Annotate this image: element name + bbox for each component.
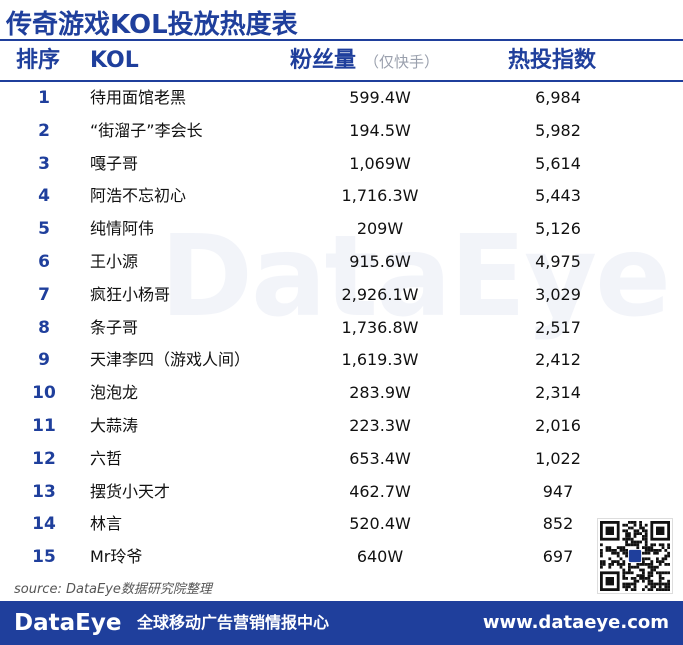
hot-index-cell: 5,614 [535,153,581,173]
table-row: 14 林言 520.4W 852 [0,508,683,541]
table-row: 2 “街溜子”李会长 194.5W 5,982 [0,115,683,148]
hot-index-cell: 2,412 [535,350,581,370]
rank-cell: 1 [38,88,50,108]
table-row: 4 阿浩不忘初心 1,716.3W 5,443 [0,180,683,213]
fans-cell: 520.4W [349,514,411,534]
fans-cell: 640W [356,547,404,567]
watermark: DataEye [160,212,671,342]
footer-slogan: 全球移动广告营销情报中心 [137,613,330,632]
hot-index-cell: 2,016 [535,415,581,435]
hot-index-cell: 5,982 [535,120,581,140]
kol-cell: 大蒜涛 [90,415,139,435]
table-body: 1 待用面馆老黑 599.4W 6,984 2 “街溜子”李会长 194.5W 5,982 3 嘎… [0,82,683,574]
kol-cell: 待用面馆老黑 [90,88,187,107]
fans-cell: 2,926.1W [341,284,419,304]
kol-cell: Mr玲爷 [90,547,143,567]
hot-index-cell: 3,029 [535,284,581,304]
footer-logo: DataEye [14,610,122,636]
rank-cell: 11 [32,415,56,436]
hot-index-cell: 852 [542,514,574,534]
table-row: 13 摆货小天才 462.7W 947 [0,476,683,509]
hot-index-cell: 697 [542,547,574,567]
fans-cell: 283.9W [349,383,411,403]
rank-cell: 5 [38,219,50,240]
rank-cell: 7 [38,284,50,305]
kol-cell: 纯情阿伟 [90,219,155,239]
page-title: 传奇游戏KOL投放热度表 [6,10,298,40]
hot-index-cell: 2,517 [535,317,581,337]
table-header: 排序 KOL 粉丝量 （仅快手） 热投指数 [0,42,683,80]
table-row: 11 大蒜涛 223.3W 2,016 [0,410,683,443]
kol-cell: 林言 [90,514,123,534]
fans-cell: 1,619.3W [341,350,419,370]
hot-index-cell: 4,975 [535,251,581,271]
fans-cell: 915.6W [349,251,411,271]
kol-cell: 天津李四（游戏人间） [90,350,251,370]
kol-cell: 条子哥 [90,317,139,337]
rank-cell: 9 [38,350,50,371]
header-divider [0,80,683,82]
hot-index-cell: 2,314 [535,383,581,403]
kol-cell: 王小源 [90,251,139,271]
table-row: 10 泡泡龙 283.9W 2,314 [0,377,683,410]
kol-cell: 阿浩不忘初心 [90,186,187,206]
rank-cell: 2 [38,120,50,141]
rank-cell: 6 [38,251,50,272]
table-row: 7 疯狂小杨哥 2,926.1W 3,029 [0,279,683,312]
header-rank: 排序 [16,48,61,73]
kol-cell: 疯狂小杨哥 [90,284,171,304]
table-row: 6 王小源 915.6W 4,975 [0,246,683,279]
header-hot-index: 热投指数 [508,48,597,73]
fans-cell: 209W [356,219,404,239]
fans-cell: 1,736.8W [341,317,419,337]
source-note: source: DataEye数据研究院整理 [14,582,212,597]
table-row: 3 嘎子哥 1,069W 5,614 [0,148,683,181]
hot-index-cell: 5,443 [535,186,581,206]
rank-cell: 14 [32,514,56,535]
rank-cell: 4 [38,186,50,207]
hot-index-cell: 5,126 [535,219,581,239]
hot-index-cell: 1,022 [535,448,581,468]
header-fans-note: （仅快手） [364,53,440,71]
rank-cell: 8 [38,317,50,338]
footer-bar: DataEye 全球移动广告营销情报中心 www.dataeye.com [0,601,683,645]
rank-cell: 3 [38,153,50,174]
hot-index-cell: 6,984 [535,88,581,107]
table-row: 1 待用面馆老黑 599.4W 6,984 [0,82,683,115]
fans-cell: 599.4W [349,88,411,107]
table-row: 8 条子哥 1,736.8W 2,517 [0,312,683,345]
table-row: 5 纯情阿伟 209W 5,126 [0,213,683,246]
rank-cell: 12 [32,448,56,469]
fans-cell: 223.3W [349,415,411,435]
title-divider [0,39,683,41]
kol-cell: 六哲 [90,448,123,468]
header-fans-label: 粉丝量 [290,48,357,73]
kol-cell: 摆货小天才 [90,481,171,501]
fans-cell: 462.7W [349,481,411,501]
table-row: 12 六哲 653.4W 1,022 [0,443,683,476]
rank-cell: 10 [32,383,56,404]
header-fans: 粉丝量 （仅快手） [290,42,439,81]
fans-cell: 1,716.3W [341,186,419,206]
kol-cell: 泡泡龙 [90,383,139,403]
table-row: 9 天津李四（游戏人间） 1,619.3W 2,412 [0,344,683,377]
fans-cell: 1,069W [349,153,411,173]
rank-cell: 15 [32,547,56,568]
hot-index-cell: 947 [542,481,574,501]
kol-cell: “街溜子”李会长 [90,120,203,140]
fans-cell: 194.5W [349,120,411,140]
rank-cell: 13 [32,481,56,502]
footer-url: www.dataeye.com [482,612,669,633]
header-kol: KOL [90,48,139,73]
qr-code-icon [597,518,673,594]
table-row: 15 Mr玲爷 640W 697 [0,541,683,574]
kol-cell: 嘎子哥 [90,153,139,173]
fans-cell: 653.4W [349,448,411,468]
